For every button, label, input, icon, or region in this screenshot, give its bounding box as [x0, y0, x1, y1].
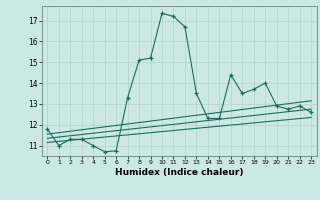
X-axis label: Humidex (Indice chaleur): Humidex (Indice chaleur): [115, 168, 244, 177]
